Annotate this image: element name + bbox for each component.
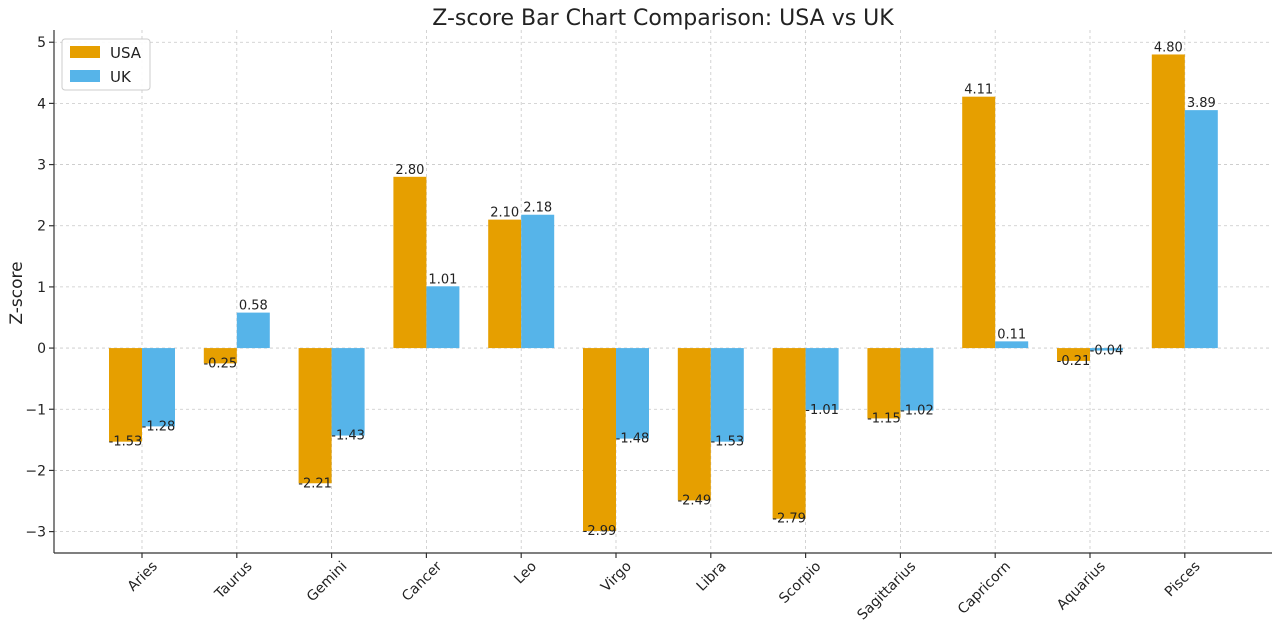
value-label-uk: -1.28: [142, 419, 176, 434]
bar-usa: [1151, 54, 1185, 349]
y-tick-label: 2: [37, 219, 46, 235]
value-label-uk: -1.53: [710, 435, 744, 450]
bar-usa: [1057, 348, 1090, 361]
y-tick-label: −1: [25, 402, 46, 418]
bar-usa: [962, 96, 996, 349]
x-tick-label: Aries: [125, 559, 161, 595]
value-label-usa: 4.11: [964, 83, 993, 98]
legend-label-usa: USA: [110, 44, 142, 62]
value-label-uk: 2.18: [523, 201, 552, 216]
value-label-usa: 2.10: [490, 206, 519, 221]
x-tick-label: Taurus: [211, 559, 255, 603]
value-label-usa: -0.25: [203, 356, 237, 371]
value-label-usa: -1.15: [867, 411, 901, 426]
bar-usa: [867, 348, 901, 419]
bar-uk: [900, 348, 934, 411]
value-label-uk: 1.01: [428, 272, 457, 287]
value-label-usa: 2.80: [395, 163, 424, 178]
value-labels: -1.53 -0.25 -2.21 2.80 2.10 -2.99 -2.49 -2.79 -1…: [109, 40, 1216, 539]
legend-swatch-uk: [70, 70, 100, 82]
bar-usa: [109, 348, 142, 442]
bar-usa: [772, 348, 806, 519]
value-label-uk: 3.89: [1187, 96, 1216, 111]
y-tick-label: 5: [37, 35, 46, 51]
bar-uk: [616, 348, 649, 439]
bars: [109, 54, 1218, 531]
y-tick-label: 1: [37, 280, 46, 296]
x-tick-label: Pisces: [1162, 559, 1204, 601]
chart-title: Z-score Bar Chart Comparison: USA vs UK: [432, 6, 894, 31]
bar-usa: [298, 348, 332, 484]
value-label-usa: -2.49: [677, 493, 711, 508]
value-label-uk: 0.58: [239, 299, 268, 314]
bar-usa: [393, 176, 427, 349]
bar-usa: [203, 348, 237, 364]
bar-uk: [331, 348, 365, 436]
value-label-usa: -1.53: [109, 435, 143, 450]
value-label-usa: -2.99: [583, 524, 617, 539]
y-tick-label: 4: [37, 96, 46, 112]
x-tick-label: Virgo: [598, 559, 635, 596]
value-label-uk: -1.02: [900, 403, 934, 418]
bar-uk: [1184, 110, 1218, 349]
value-label-uk: -1.48: [616, 432, 650, 447]
x-tick-label: Libra: [694, 559, 730, 595]
y-tick-label: −3: [25, 525, 46, 541]
bar-uk: [426, 286, 460, 349]
x-tick-label: Leo: [511, 559, 540, 588]
grid: [54, 30, 1272, 553]
bar-uk: [710, 348, 744, 442]
y-tick-label: −2: [25, 463, 46, 479]
bar-usa: [583, 348, 616, 531]
bar-uk: [805, 348, 839, 410]
value-label-usa: -2.79: [772, 512, 806, 527]
bar-uk: [142, 348, 175, 427]
x-tick-label: Aquarius: [1054, 559, 1109, 614]
legend: USA UK: [61, 38, 151, 91]
y-axis-label: Z-score: [7, 261, 27, 324]
y-tick-label: 0: [37, 341, 46, 357]
value-label-uk: 0.11: [997, 327, 1026, 342]
x-tick-label: Scorpio: [776, 559, 824, 607]
bar-uk: [521, 214, 555, 349]
value-label-usa: -0.21: [1057, 354, 1091, 369]
value-label-uk: -1.43: [331, 429, 365, 444]
legend-label-uk: UK: [110, 68, 132, 86]
value-label-uk: -0.04: [1090, 344, 1124, 359]
x-tick-label: Cancer: [399, 558, 445, 604]
value-label-uk: -1.01: [805, 403, 839, 418]
value-label-usa: 4.80: [1154, 40, 1183, 55]
bar-uk: [995, 341, 1029, 349]
legend-swatch-usa: [70, 46, 100, 58]
value-label-usa: -2.21: [298, 476, 332, 491]
y-tick-label: 3: [37, 158, 46, 174]
x-tick-label: Gemini: [304, 559, 351, 606]
bar-usa: [677, 348, 711, 501]
x-tick-label: Capricorn: [955, 559, 1014, 618]
bar-uk: [1090, 348, 1123, 351]
x-tick-label: Sagittarius: [854, 559, 919, 624]
bar-usa: [488, 219, 522, 349]
bar-uk: [236, 312, 270, 349]
axes: [49, 30, 1272, 558]
